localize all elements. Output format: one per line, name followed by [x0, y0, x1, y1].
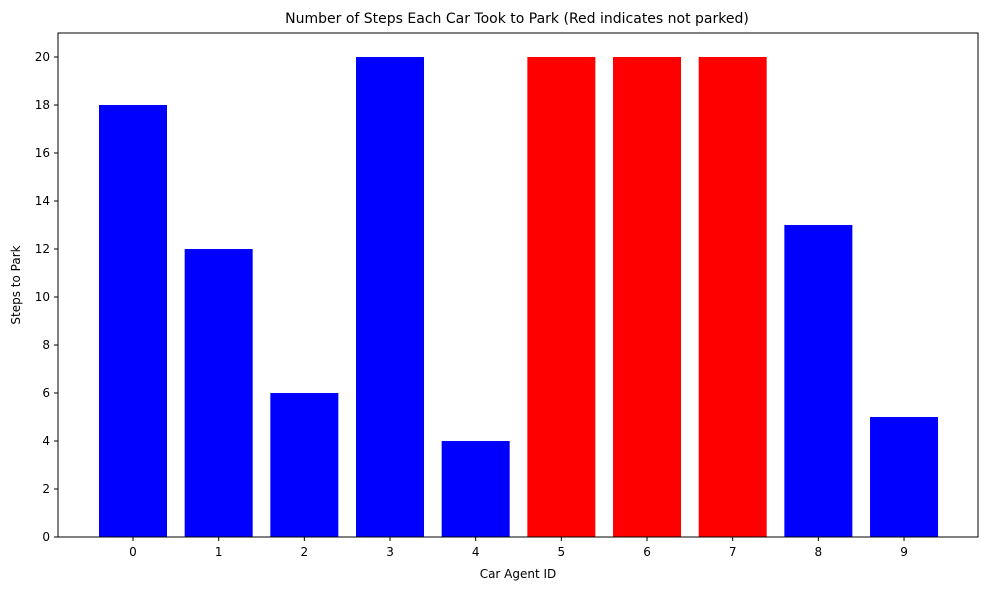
- bar-car-0: [99, 105, 167, 537]
- y-tick-label: 18: [35, 98, 50, 112]
- y-tick-label: 16: [35, 146, 50, 160]
- plot-frame: [57, 32, 979, 538]
- y-tick-label: 10: [35, 290, 50, 304]
- y-tick-label: 14: [35, 194, 50, 208]
- bar-car-5: [527, 57, 596, 537]
- chart-title: Number of Steps Each Car Took to Park (R…: [285, 11, 749, 27]
- x-axis-title: Car Agent ID: [480, 567, 557, 581]
- y-tick-label: 4: [42, 434, 50, 448]
- y-tick-label: 8: [42, 338, 50, 352]
- bar-car-4: [441, 441, 510, 537]
- x-axis-ticks: 0 1 2 3 4 5 6 7 8 9: [129, 537, 908, 559]
- bars-group: [99, 57, 939, 537]
- x-tick-label: 4: [472, 545, 480, 559]
- bar-car-7: [698, 57, 767, 537]
- x-tick-label: 2: [301, 545, 309, 559]
- x-tick-label: 1: [215, 545, 223, 559]
- x-tick-label: 3: [386, 545, 394, 559]
- bar-car-1: [184, 249, 253, 537]
- y-tick-label: 0: [42, 530, 50, 544]
- y-tick-label: 20: [35, 50, 50, 64]
- x-tick-label: 6: [643, 545, 651, 559]
- x-tick-label: 5: [558, 545, 566, 559]
- bar-car-3: [356, 57, 425, 537]
- x-tick-label: 0: [129, 545, 137, 559]
- bar-car-9: [870, 417, 939, 537]
- y-tick-label: 2: [42, 482, 50, 496]
- y-axis-title: Steps to Park: [9, 245, 23, 324]
- bar-car-8: [784, 225, 853, 537]
- x-tick-label: 7: [729, 545, 737, 559]
- y-tick-label: 6: [42, 386, 50, 400]
- bar-car-6: [613, 57, 682, 537]
- x-tick-label: 9: [900, 545, 908, 559]
- y-tick-label: 12: [35, 242, 50, 256]
- x-tick-label: 8: [815, 545, 823, 559]
- y-axis-ticks: 0 2 4 6 8 10 12 14 16 18 20: [35, 50, 58, 544]
- bar-car-2: [270, 393, 339, 537]
